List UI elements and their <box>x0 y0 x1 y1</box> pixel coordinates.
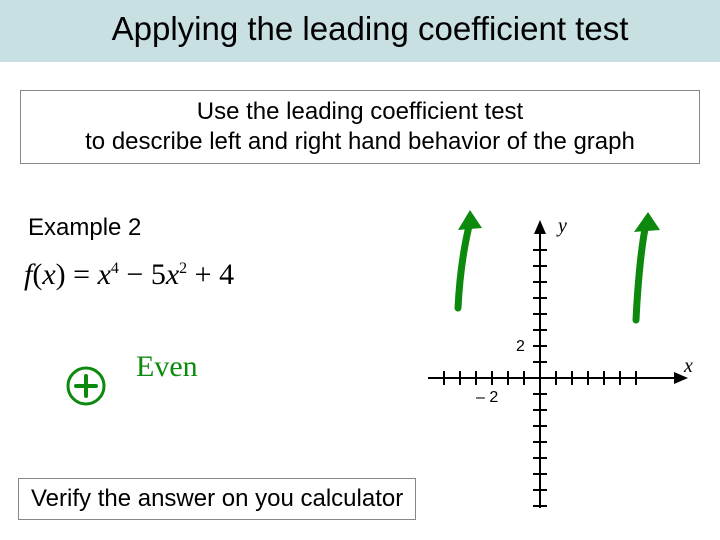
graph: y x 2 – 2 <box>380 208 700 508</box>
example-label: Example 2 <box>28 214 141 242</box>
x-axis-label: x <box>683 355 693 377</box>
formula-close-paren: ) <box>56 258 66 291</box>
page-title: Applying the leading coefficient test <box>20 10 720 48</box>
instruction-box: Use the leading coefficient test to desc… <box>20 90 700 164</box>
left-end-arrow <box>458 210 482 308</box>
formula-t1-exp: 4 <box>111 260 119 277</box>
title-band: Applying the leading coefficient test <box>0 0 720 62</box>
y-axis-label: y <box>556 215 567 237</box>
formula-t3: + 4 <box>187 258 234 291</box>
formula: f(x) = x4 − 5x2 + 4 <box>24 258 234 292</box>
formula-var-x: x <box>42 258 55 291</box>
right-end-arrow <box>634 212 660 320</box>
verify-box: Verify the answer on you calculator <box>18 478 416 520</box>
x-tick-label: – 2 <box>476 389 498 406</box>
instruction-line-1: Use the leading coefficient test <box>29 97 691 127</box>
instruction-line-2: to describe left and right hand behavior… <box>29 127 691 157</box>
formula-eq: = <box>66 258 98 291</box>
formula-t2-var: x <box>166 258 179 291</box>
formula-t2-sign: − 5 <box>119 258 166 291</box>
y-tick-label: 2 <box>516 338 525 355</box>
hand-even-label: Even <box>136 350 198 384</box>
formula-open-paren: ( <box>32 258 42 291</box>
formula-t2-exp: 2 <box>179 260 187 277</box>
formula-t1-var: x <box>98 258 111 291</box>
graph-axes <box>428 220 688 508</box>
